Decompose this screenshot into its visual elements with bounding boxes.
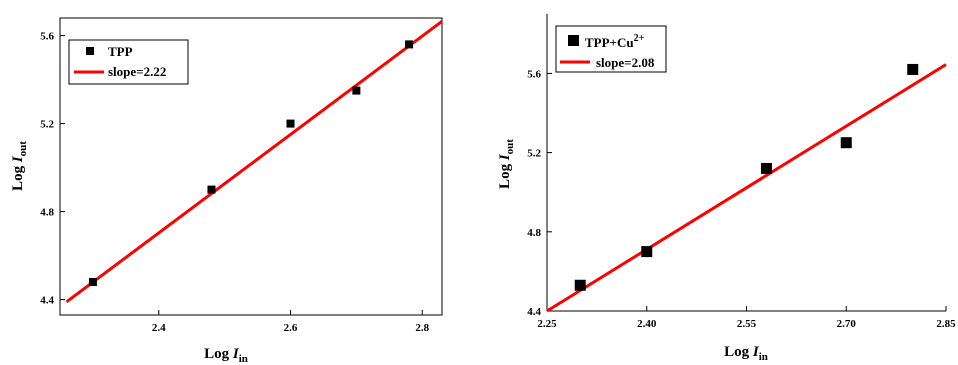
left-legend: TPP slope=2.22 [68, 39, 189, 85]
right-fit-line [546, 63, 947, 313]
right-y-axis: 4.4 4.8 5.2 5.6 [527, 68, 552, 318]
left-legend-label-line: slope=2.22 [108, 64, 166, 79]
left-y-tick-label: 5.2 [40, 119, 54, 131]
right-data-point [840, 137, 852, 149]
right-legend: TPP+Cu2+ slope=2.08 [555, 25, 667, 73]
right-plot-area [546, 63, 947, 313]
right-data-point [641, 246, 653, 258]
left-y-axis-title: Log Iout [10, 141, 29, 191]
left-y-tick-label: 5.6 [40, 31, 54, 43]
left-x-axis-title: Log Iin [204, 346, 248, 365]
left-data-point [405, 40, 414, 49]
right-legend-marker [568, 35, 579, 46]
left-data-point [207, 185, 216, 194]
right-x-tick-label: 2.25 [537, 318, 557, 330]
left-plot-frame [59, 17, 443, 316]
right-y-tick-label: 4.8 [527, 227, 541, 239]
right-legend-label-points: TPP+Cu2+ [585, 33, 645, 50]
right-x-tick-label: 2.55 [737, 318, 757, 330]
right-y-tick-label: 4.4 [527, 306, 541, 318]
right-data-point [760, 162, 772, 174]
left-legend-marker [86, 47, 94, 55]
left-y-tick-label: 4.4 [40, 295, 54, 307]
right-chart: 4.4 4.8 5.2 5.6 2.25 2.40 2.55 2.70 2.85 TPP+Cu… [497, 14, 956, 363]
left-legend-label-points: TPP [108, 44, 133, 59]
left-x-axis: 2.4 2.6 2.8 [152, 310, 430, 334]
left-data-point [352, 86, 361, 95]
left-x-tick-label: 2.4 [152, 322, 166, 334]
right-legend-label-line: slope=2.08 [596, 55, 655, 70]
right-data-point [574, 279, 586, 291]
right-x-axis-title: Log Iin [724, 344, 768, 363]
left-x-tick-label: 2.6 [284, 322, 298, 334]
right-legend-box [555, 25, 667, 73]
right-data-point [907, 63, 919, 75]
left-data-point [88, 278, 97, 286]
left-y-axis: 4.4 4.8 5.2 5.6 [40, 31, 65, 307]
right-y-tick-label: 5.2 [527, 148, 541, 160]
right-y-axis-title: Log Iout [497, 139, 516, 189]
right-y-tick-label: 5.6 [527, 68, 541, 80]
right-x-axis: 2.25 2.40 2.55 2.70 2.85 [537, 306, 956, 330]
left-fit-line [65, 20, 443, 304]
left-data-point [286, 119, 295, 128]
left-y-tick-label: 4.8 [40, 207, 54, 219]
left-chart: 4.4 4.8 5.2 5.6 2.4 2.6 2.8 TPP slope=2.22 Lo… [10, 17, 443, 365]
right-x-tick-label: 2.40 [637, 318, 657, 330]
left-x-tick-label: 2.8 [415, 322, 429, 334]
right-x-tick-label: 2.85 [936, 318, 956, 330]
left-plot-area [65, 20, 443, 304]
right-x-tick-label: 2.70 [837, 318, 857, 330]
